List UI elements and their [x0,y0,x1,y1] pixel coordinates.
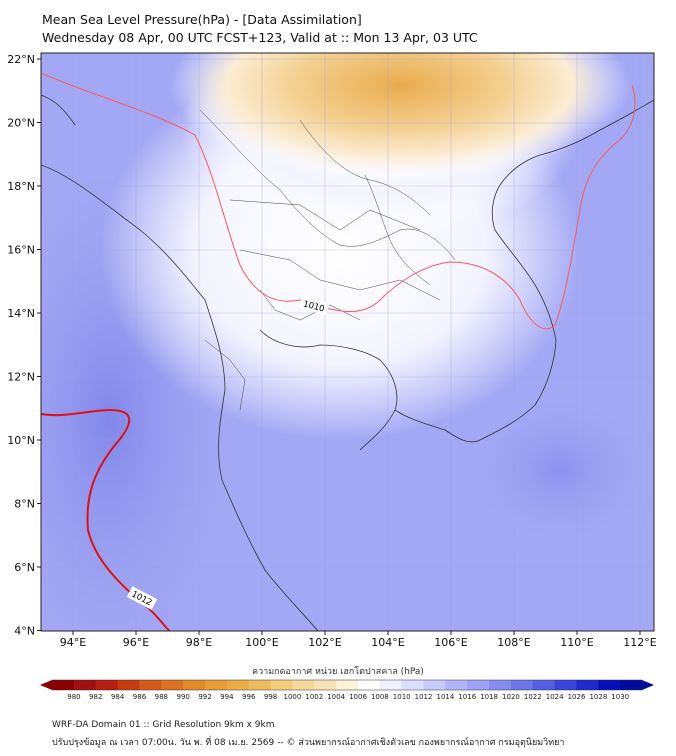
colorbar-swatch [292,680,315,690]
colorbar-max-arrow [642,680,654,690]
colorbar-tick-label: 1028 [589,693,607,701]
colorbar-tick-label: 994 [220,693,234,701]
map-border [40,52,655,632]
colorbar-swatch [248,680,272,690]
colorbar-swatch [52,680,75,690]
colorbar-swatch [161,680,184,690]
lat-label: 8°N [14,498,35,511]
lat-label: 20°N [7,117,35,130]
colorbar-tick-label: 1004 [327,693,345,701]
longitude-labels: 94°E 96°E 98°E 100°E 102°E 104°E 106°E 108°E 110… [60,631,657,649]
lat-label: 22°N [7,53,35,66]
colorbar-swatch [554,680,577,690]
lat-label: 4°N [14,625,35,638]
colorbar-outline [51,679,643,691]
colorbar-tick-label: 990 [176,693,189,701]
colorbar-swatch [576,680,599,690]
grid-lines [41,53,654,631]
colorbar-swatch [620,680,643,690]
colorbar-swatch [489,680,512,690]
lon-label: 100°E [245,636,278,649]
colorbar-swatch [270,680,293,690]
low-pressure-east [450,380,654,560]
chart-title: Mean Sea Level Pressure(hPa) - [Data Ass… [42,12,362,27]
colorbar-swatch [532,680,556,690]
colorbar-tick-label: 980 [67,693,80,701]
colorbar: 980 982 984 986 988 990 992 994 996 998 1000 1002 10… [40,679,654,701]
lon-label: 96°E [123,636,149,649]
colorbar-tick-label: 988 [155,693,168,701]
colorbar-title: ความกดอากาศ หน่วย เฮกโตปาสคาล (hPa) [252,667,424,677]
lon-label: 98°E [186,636,212,649]
footer-model-info: WRF-DA Domain 01 :: Grid Resolution 9km … [52,720,275,730]
colorbar-swatch [336,680,359,690]
isobar-1010 [41,72,636,330]
lat-label: 14°N [7,307,35,320]
colorbar-tick-label: 1022 [524,693,542,701]
colorbar-swatch [95,680,119,690]
lon-label: 110°E [560,636,593,649]
latitude-labels: 22°N 20°N 18°N 16°N 14°N 12°N 10°N 8°N 6°N 4°N [7,53,41,638]
lat-label: 10°N [7,434,35,447]
colorbar-swatch [357,680,381,690]
colorbar-min-arrow [40,680,52,690]
colorbar-tick-label: 986 [133,693,147,701]
colorbar-tick-label: 1014 [436,693,454,701]
colorbar-swatch [379,680,403,690]
lat-label: 12°N [7,371,35,384]
colorbar-tick-label: 996 [242,693,256,701]
high-pressure-north [170,53,630,180]
lat-label: 18°N [7,180,35,193]
colorbar-tick-label: 1012 [415,693,433,701]
lon-label: 102°E [308,636,341,649]
colorbar-tick-label: 1024 [546,693,564,701]
colorbar-tick-label: 1006 [349,693,367,701]
colorbar-tick-label: 1008 [371,693,389,701]
colorbar-tick-label: 1030 [611,693,629,701]
colorbar-swatch [139,680,162,690]
colorbar-tick-label: 1000 [284,693,302,701]
colorbar-tick-label: 1026 [568,693,586,701]
colorbar-tick-label: 998 [264,693,277,701]
colorbar-tick-label: 1002 [305,693,323,701]
lat-label: 6°N [14,561,35,574]
lon-label: 106°E [434,636,467,649]
colorbar-tick-label: 1020 [502,693,520,701]
colorbar-tick-label: 982 [89,693,102,701]
colorbar-swatch [314,680,337,690]
colorbar-swatch [467,680,490,690]
lon-label: 112°E [623,636,656,649]
colorbar-swatch [401,680,424,690]
colorbar-tick-label: 984 [111,693,125,701]
lon-label: 108°E [497,636,530,649]
footer-credit: ปรับปรุงข้อมูล ณ เวลา 07:00น. วัน พ. ที่… [52,738,565,748]
province-borders [199,109,456,411]
lon-label: 94°E [60,636,86,649]
colorbar-swatch [117,680,140,690]
colorbar-swatch [423,680,446,690]
lon-label: 104°E [371,636,404,649]
colorbar-swatch [73,680,97,690]
map-frame: 1010 1012 [41,53,654,631]
colorbar-tick-label: 1018 [480,693,498,701]
colorbar-swatch [598,680,621,690]
colorbar-swatch [226,680,250,690]
colorbar-swatch [445,680,468,690]
colorbar-tick-label: 1010 [393,693,411,701]
colorbar-tick-label: 1016 [458,693,476,701]
chart-subtitle: Wednesday 08 Apr, 00 UTC FCST+123, Valid… [42,30,478,45]
coastlines [41,94,654,631]
colorbar-swatch [183,680,206,690]
colorbar-swatch [510,680,534,690]
colorbar-swatch [204,680,228,690]
colorbar-tick-label: 992 [198,693,211,701]
lat-label: 16°N [7,244,35,257]
